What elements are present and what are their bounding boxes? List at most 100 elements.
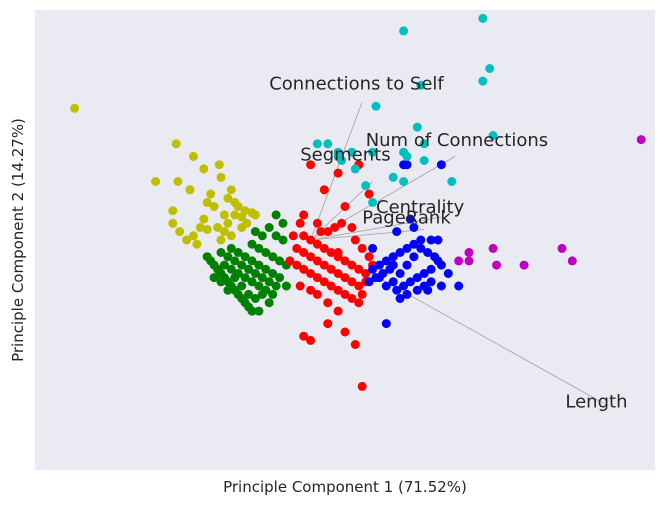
scatter-point <box>357 243 367 253</box>
scatter-point <box>216 235 226 245</box>
scatter-point <box>340 327 350 337</box>
scatter-point <box>364 252 374 262</box>
scatter-point <box>395 248 405 257</box>
scatter-point <box>412 285 422 295</box>
scatter-point <box>374 260 384 270</box>
scatter-point <box>261 248 271 257</box>
scatter-point <box>378 269 388 278</box>
scatter-point <box>364 189 374 199</box>
scatter-point <box>233 248 243 257</box>
scatter-point <box>357 381 367 391</box>
scatter-point <box>361 181 371 191</box>
scatter-point <box>299 331 309 341</box>
scatter-point <box>354 298 364 308</box>
scatter-point <box>368 243 378 253</box>
scatter-point <box>371 273 381 283</box>
scatter-point <box>188 231 198 241</box>
scatter-point <box>285 256 295 266</box>
scatter-point <box>226 231 236 241</box>
scatter-point <box>402 289 412 299</box>
scatter-point <box>333 285 343 295</box>
loading-label: Connections to Self <box>269 74 444 95</box>
scatter-point <box>226 185 236 195</box>
scatter-point <box>312 239 322 249</box>
scatter-point <box>185 185 195 195</box>
scatter-point <box>319 185 329 195</box>
scatter-point <box>426 264 436 274</box>
scatter-point <box>381 319 391 329</box>
scatter-point <box>202 225 212 234</box>
scatter-point <box>299 248 309 257</box>
scatter-point <box>395 294 405 303</box>
scatter-point <box>223 193 233 203</box>
scatter-point <box>223 218 233 228</box>
scatter-point <box>347 294 357 303</box>
scatter-point <box>202 197 212 207</box>
scatter-point <box>354 281 364 291</box>
scatter-point <box>316 227 326 237</box>
scatter-point <box>419 156 429 165</box>
scatter-point <box>257 289 267 299</box>
data-points <box>70 13 646 391</box>
scatter-point <box>254 243 264 253</box>
scatter-point <box>402 243 412 253</box>
scatter-point <box>319 260 329 270</box>
scatter-point <box>405 277 415 287</box>
scatter-point <box>226 243 236 253</box>
scatter-point <box>306 285 316 295</box>
scatter-point <box>485 64 495 73</box>
scatter-point <box>371 101 381 111</box>
scatter-point <box>237 223 247 232</box>
loading-labels: Connections to Self Num of ConnectionsSeg… <box>269 74 627 413</box>
loading-label: Length <box>565 391 627 412</box>
scatter-point <box>268 269 278 278</box>
scatter-point <box>557 243 567 253</box>
scatter-point <box>478 13 488 23</box>
scatter-point <box>337 218 347 228</box>
scatter-point <box>278 235 288 245</box>
scatter-point <box>219 210 229 220</box>
scatter-point <box>416 80 426 90</box>
scatter-point <box>319 277 329 287</box>
scatter-point <box>464 256 474 266</box>
scatter-point <box>233 202 243 211</box>
scatter-point <box>237 281 247 291</box>
loading-vector-line <box>310 229 425 241</box>
scatter-point <box>426 235 436 245</box>
scatter-point <box>436 281 446 291</box>
scatter-point <box>195 223 205 232</box>
scatter-point <box>368 264 378 274</box>
scatter-point <box>347 223 357 232</box>
scatter-point <box>247 306 257 316</box>
scatter-point <box>333 151 343 161</box>
scatter-point <box>199 214 209 224</box>
scatter-point <box>250 294 260 303</box>
scatter-point <box>209 273 219 283</box>
scatter-point <box>288 231 298 241</box>
scatter-point <box>333 248 343 257</box>
scatter-point <box>292 243 302 253</box>
scatter-point <box>392 227 402 237</box>
scatter-point <box>399 26 409 36</box>
scatter-point <box>192 239 202 249</box>
scatter-point <box>214 160 224 170</box>
scatter-point <box>254 306 264 316</box>
scatter-point <box>368 147 378 157</box>
scatter-point <box>216 277 226 287</box>
scatter-point <box>636 135 646 145</box>
scatter-point <box>426 277 436 287</box>
scatter-point <box>340 202 350 211</box>
scatter-point <box>306 335 316 345</box>
scatter-point <box>409 223 419 232</box>
scatter-point <box>306 160 316 170</box>
scatter-point <box>395 269 405 278</box>
scatter-point <box>247 239 257 249</box>
scatter-point <box>271 281 281 291</box>
scatter-point <box>237 260 247 270</box>
scatter-point <box>350 340 360 349</box>
scatter-point <box>409 252 419 262</box>
scatter-point <box>340 273 350 283</box>
scatter-point <box>199 164 209 174</box>
scatter-point <box>323 227 333 237</box>
